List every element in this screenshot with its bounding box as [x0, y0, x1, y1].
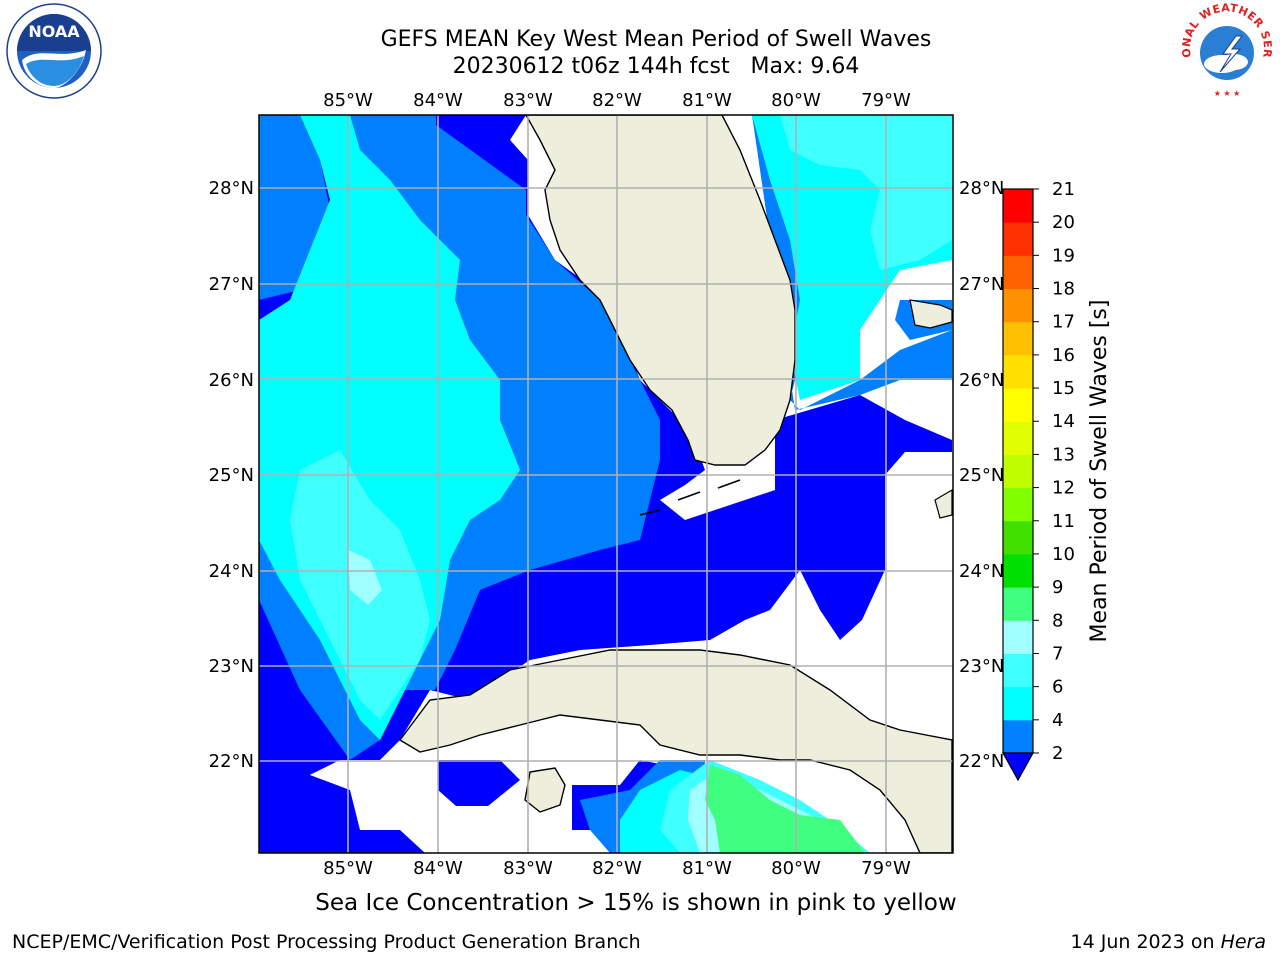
- graticule: [259, 115, 953, 853]
- swell-band-2-4-east: [775, 395, 952, 475]
- swell-band-7-8-east: [780, 115, 952, 270]
- swell-band-4-6-east: [752, 115, 952, 410]
- colorbar-tick-label: 16: [1052, 345, 1075, 366]
- map-frame: [258, 114, 954, 854]
- lon-ticks-bottom: 85°W 84°W 83°W 82°W 81°W 80°W 79°W: [323, 858, 911, 879]
- swell-band-2-4-south: [438, 760, 520, 806]
- colorbar-tick-label: 4: [1052, 710, 1063, 731]
- lat-tick-right: 23°N: [959, 656, 1004, 677]
- colorbar-tick-label: 12: [1052, 478, 1075, 499]
- colorbar-under-triangle: [1001, 752, 1035, 782]
- colorbar-tick-label: 13: [1052, 444, 1075, 465]
- sea-ice-caption: Sea Ice Concentration > 15% is shown in …: [315, 890, 957, 916]
- lat-ticks-left: 22°N 23°N 24°N 25°N 26°N 27°N 28°N: [209, 178, 254, 772]
- colorbar-tick-label: 18: [1052, 279, 1075, 300]
- colorbar-tick-label: 10: [1052, 544, 1075, 565]
- footer-date-text: 14 Jun 2023 on: [1070, 931, 1221, 953]
- lat-tick-left: 22°N: [209, 751, 254, 772]
- colorbar: 2 4 6 7 8 9 10 11 12 13 14 15 16 17 18 19 20 21: [1001, 179, 1075, 782]
- lon-tick-bottom: 79°W: [861, 858, 911, 879]
- colorbar-segment: [1003, 520, 1033, 555]
- colorbar-segment: [1003, 189, 1033, 223]
- colorbar-segment: [1003, 653, 1033, 688]
- map-subtitle: 20230612 t06z 144h fcst Max: 9.64: [452, 54, 860, 79]
- map-title: GEFS MEAN Key West Mean Period of Swell …: [380, 27, 932, 52]
- lon-tick-top: 82°W: [592, 90, 642, 111]
- colorbar-tick-label: 19: [1052, 245, 1075, 266]
- lon-tick-top: 80°W: [771, 90, 821, 111]
- colorbar-tick-label: 17: [1052, 312, 1075, 333]
- lat-tick-left: 23°N: [209, 656, 254, 677]
- colorbar-segment: [1003, 686, 1033, 721]
- colorbar-tick-label: 6: [1052, 677, 1063, 698]
- colorbar-segment: [1003, 388, 1033, 422]
- noaa-logo: NOAA: [6, 3, 102, 99]
- colorbar-segment: [1003, 587, 1033, 621]
- lat-tick-left: 25°N: [209, 465, 254, 486]
- colorbar-tick-label: 9: [1052, 577, 1063, 598]
- lon-ticks-top: 85°W 84°W 83°W 82°W 81°W 80°W 79°W: [323, 90, 911, 111]
- lon-tick-bottom: 83°W: [503, 858, 553, 879]
- florida-land: [525, 115, 796, 466]
- colorbar-segment: [1003, 255, 1033, 290]
- colorbar-label: Mean Period of Swell Waves [s]: [1087, 300, 1112, 643]
- colorbar-tick-label: 21: [1052, 179, 1075, 200]
- lat-tick-right: 28°N: [959, 178, 1004, 199]
- lon-tick-bottom: 80°W: [771, 858, 821, 879]
- cuba-land: [398, 649, 953, 853]
- lat-tick-right: 27°N: [959, 274, 1004, 295]
- colorbar-tick-label: 15: [1052, 378, 1075, 399]
- nws-logo: NATIONAL WEATHER SERVICE ★ ★ ★: [1176, 2, 1274, 98]
- colorbar-tick-label: 11: [1052, 511, 1075, 532]
- colorbar-segment: [1003, 487, 1033, 522]
- lat-ticks-right: 22°N 23°N 24°N 25°N 26°N 27°N 28°N: [959, 178, 1004, 772]
- lon-tick-bottom: 81°W: [682, 858, 732, 879]
- lon-tick-top: 83°W: [503, 90, 553, 111]
- map-plot-area: [259, 115, 953, 853]
- bahamas-land: [909, 299, 953, 329]
- colorbar-segment: [1003, 620, 1033, 654]
- lon-tick-top: 85°W: [323, 90, 373, 111]
- footer-branch: NCEP/EMC/Verification Post Processing Pr…: [12, 931, 641, 953]
- lat-tick-right: 22°N: [959, 751, 1004, 772]
- lat-tick-left: 24°N: [209, 561, 254, 582]
- colorbar-frame: [1002, 188, 1034, 754]
- footer-date: 14 Jun 2023 on Hera: [1071, 931, 1266, 953]
- swell-band-9-10: [705, 765, 865, 853]
- footer-machine: Hera: [1220, 931, 1266, 953]
- lon-tick-top: 84°W: [413, 90, 463, 111]
- colorbar-segment: [1003, 222, 1033, 256]
- colorbar-segment: [1003, 321, 1033, 356]
- noaa-logo-text: NOAA: [28, 22, 80, 41]
- lon-tick-bottom: 82°W: [592, 858, 642, 879]
- svg-text:★ ★ ★: ★ ★ ★: [1214, 89, 1241, 98]
- colorbar-tick-label: 8: [1052, 610, 1063, 631]
- colorbar-tick-label: 2: [1052, 743, 1063, 764]
- colorbar-segment: [1003, 454, 1033, 489]
- lat-tick-left: 26°N: [209, 370, 254, 391]
- colorbar-segment: [1003, 719, 1033, 754]
- lon-tick-bottom: 85°W: [323, 858, 373, 879]
- colorbar-tick-label: 20: [1052, 212, 1075, 233]
- lon-tick-top: 81°W: [682, 90, 732, 111]
- colorbar-tick-label: 7: [1052, 643, 1063, 664]
- colorbar-segment: [1003, 288, 1033, 323]
- lat-tick-left: 27°N: [209, 274, 254, 295]
- lat-tick-right: 24°N: [959, 561, 1004, 582]
- lon-tick-top: 79°W: [861, 90, 911, 111]
- isla-juventud: [524, 767, 566, 813]
- lat-tick-right: 26°N: [959, 370, 1004, 391]
- colorbar-segment: [1003, 553, 1033, 588]
- lon-tick-bottom: 84°W: [413, 858, 463, 879]
- lat-tick-left: 28°N: [209, 178, 254, 199]
- colorbar-tick-label: 14: [1052, 411, 1075, 432]
- colorbar-segment: [1003, 354, 1033, 389]
- lat-tick-right: 25°N: [959, 465, 1004, 486]
- swell-band-8-9: [348, 550, 382, 605]
- colorbar-segment: [1003, 421, 1033, 455]
